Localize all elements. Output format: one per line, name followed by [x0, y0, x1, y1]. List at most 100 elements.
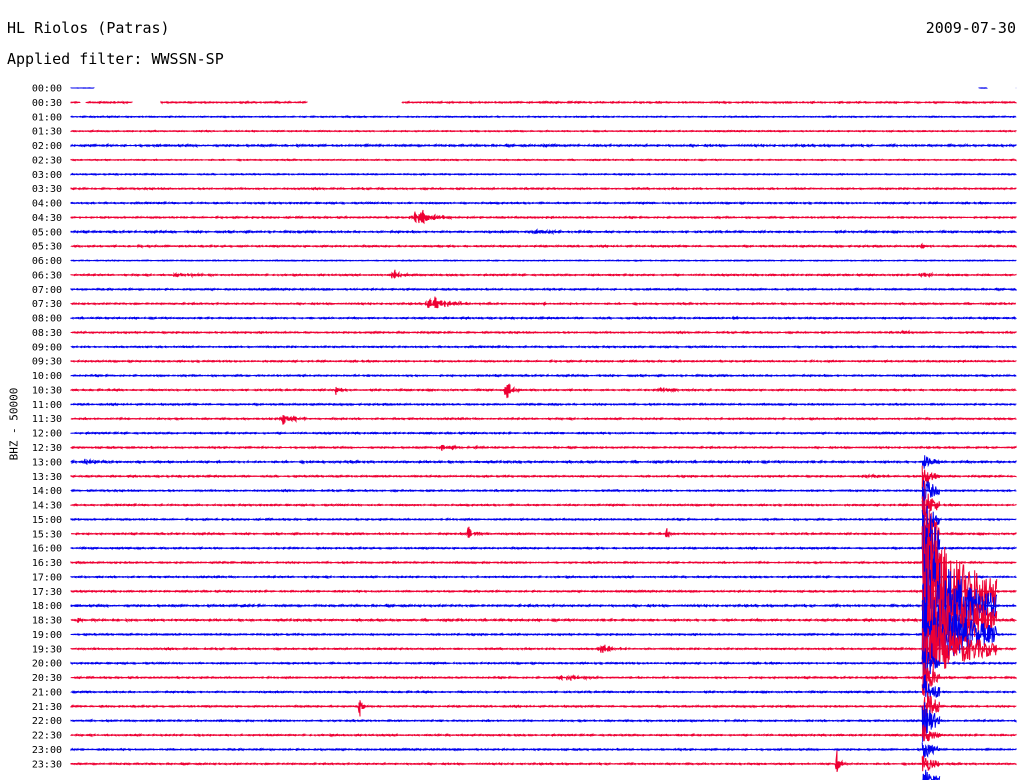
major-event-trace-42 [921, 674, 941, 706]
filter-label: Applied filter: WWSSN-SP [7, 50, 224, 68]
tick-label-0000: 00:00 [32, 84, 62, 95]
trace-row-1130 [70, 415, 1017, 425]
tick-label-2130: 21:30 [32, 702, 62, 713]
trace-row-1300 [70, 458, 1017, 465]
major-event-trace-48 [921, 769, 941, 780]
tick-label-1430: 14:30 [32, 501, 62, 512]
major-event-trace-26 [921, 455, 941, 469]
tick-label-1100: 11:00 [32, 400, 62, 411]
tick-label-1600: 16:00 [32, 544, 62, 555]
trace-row-0500 [70, 228, 1017, 236]
trace-row-2330 [70, 750, 1017, 773]
tick-label-1200: 12:00 [32, 429, 62, 440]
tick-label-1730: 17:30 [32, 587, 62, 598]
trace-row-1700 [70, 574, 1017, 580]
tick-label-1500: 15:00 [32, 515, 62, 526]
major-event [921, 455, 998, 780]
tick-label-0430: 04:30 [32, 213, 62, 224]
major-event-trace-40 [921, 648, 941, 679]
trace-row-1600 [70, 546, 1017, 551]
tick-label-0800: 08:00 [32, 314, 62, 325]
major-event-trace-46 [921, 742, 941, 760]
trace-row-1930 [70, 644, 1017, 654]
trace-row-1030 [70, 383, 1017, 399]
tick-label-1630: 16:30 [32, 558, 62, 569]
tick-label-0300: 03:00 [32, 170, 62, 181]
tick-label-2200: 22:00 [32, 716, 62, 727]
tick-label-0730: 07:30 [32, 299, 62, 310]
major-event-trace-39 [921, 624, 998, 674]
trace-row-0100 [70, 115, 1017, 119]
tick-label-0500: 05:00 [32, 227, 62, 238]
tick-label-1830: 18:30 [32, 616, 62, 627]
trace-row-0800 [70, 315, 1017, 321]
tick-label-2230: 22:30 [32, 731, 62, 742]
tick-label-0930: 09:30 [32, 357, 62, 368]
trace-row-1230 [70, 444, 1017, 451]
tick-label-0530: 05:30 [32, 242, 62, 253]
trace-row-1530 [70, 526, 1017, 539]
tick-label-2030: 20:30 [32, 673, 62, 684]
trace-row-2100 [70, 689, 1017, 695]
trace-row-2030 [70, 674, 1017, 682]
tick-label-0700: 07:00 [32, 285, 62, 296]
tick-label-1800: 18:00 [32, 601, 62, 612]
tick-label-2000: 20:00 [32, 659, 62, 670]
tick-label-0130: 01:30 [32, 127, 62, 138]
tick-label-0600: 06:00 [32, 256, 62, 267]
trace-row-0300 [70, 172, 1017, 177]
tick-label-1930: 19:30 [32, 644, 62, 655]
trace-row-0630 [70, 269, 1017, 280]
trace-row-0930 [70, 358, 1017, 364]
trace-row-1900 [70, 632, 1017, 637]
tick-label-0400: 04:00 [32, 199, 62, 210]
tick-label-0900: 09:00 [32, 342, 62, 353]
tick-label-0630: 06:30 [32, 270, 62, 281]
tick-label-1300: 13:00 [32, 457, 62, 468]
trace-row-2200 [70, 718, 1017, 723]
trace-row-1630 [70, 560, 1017, 565]
trace-rows [70, 87, 1017, 773]
trace-row-2130 [70, 700, 1017, 717]
tick-label-0100: 01:00 [32, 112, 62, 123]
trace-row-1000 [70, 373, 1017, 378]
trace-row-1800 [70, 602, 1017, 609]
time-labels: 00:00 00:30 01:00 01:30 02:00 02:30 03:00 03:30… [32, 84, 62, 771]
tick-label-1230: 12:30 [32, 443, 62, 454]
tick-label-0200: 02:00 [32, 141, 62, 152]
trace-row-0700 [70, 287, 1017, 292]
trace-row-1830 [70, 617, 1017, 624]
tick-label-1400: 14:00 [32, 486, 62, 497]
tick-label-2100: 21:00 [32, 687, 62, 698]
tick-label-1530: 15:30 [32, 529, 62, 540]
major-event-trace-45 [921, 724, 941, 742]
trace-row-0430 [70, 209, 1017, 225]
trace-row-2230 [70, 732, 1017, 738]
trace-row-0530 [70, 242, 1017, 250]
trace-row-1330 [70, 473, 1017, 479]
trace-row-1500 [70, 517, 1017, 522]
station-title: HL Riolos (Patras) [7, 19, 170, 37]
tick-label-2300: 23:00 [32, 745, 62, 756]
tick-label-0030: 00:30 [32, 98, 62, 109]
trace-row-0230 [70, 158, 1017, 162]
tick-label-0230: 02:30 [32, 155, 62, 166]
tick-label-0830: 08:30 [32, 328, 62, 339]
trace-row-2000 [70, 661, 1017, 666]
major-event-trace-44 [921, 702, 941, 743]
trace-row-1730 [70, 589, 1017, 594]
tick-label-0330: 03:30 [32, 184, 62, 195]
tick-label-2330: 23:30 [32, 759, 62, 770]
trace-row-1200 [70, 430, 1017, 436]
tick-label-1130: 11:30 [32, 414, 62, 425]
tick-label-1700: 17:00 [32, 572, 62, 583]
major-event-trace-27 [921, 469, 941, 489]
major-event-trace-41 [921, 662, 941, 696]
tick-label-1030: 10:30 [32, 385, 62, 396]
trace-row-0130 [70, 129, 1017, 133]
tick-label-1900: 19:00 [32, 630, 62, 641]
trace-row-1400 [70, 488, 1017, 493]
trace-row-0600 [70, 259, 1017, 263]
trace-row-0400 [70, 200, 1017, 206]
